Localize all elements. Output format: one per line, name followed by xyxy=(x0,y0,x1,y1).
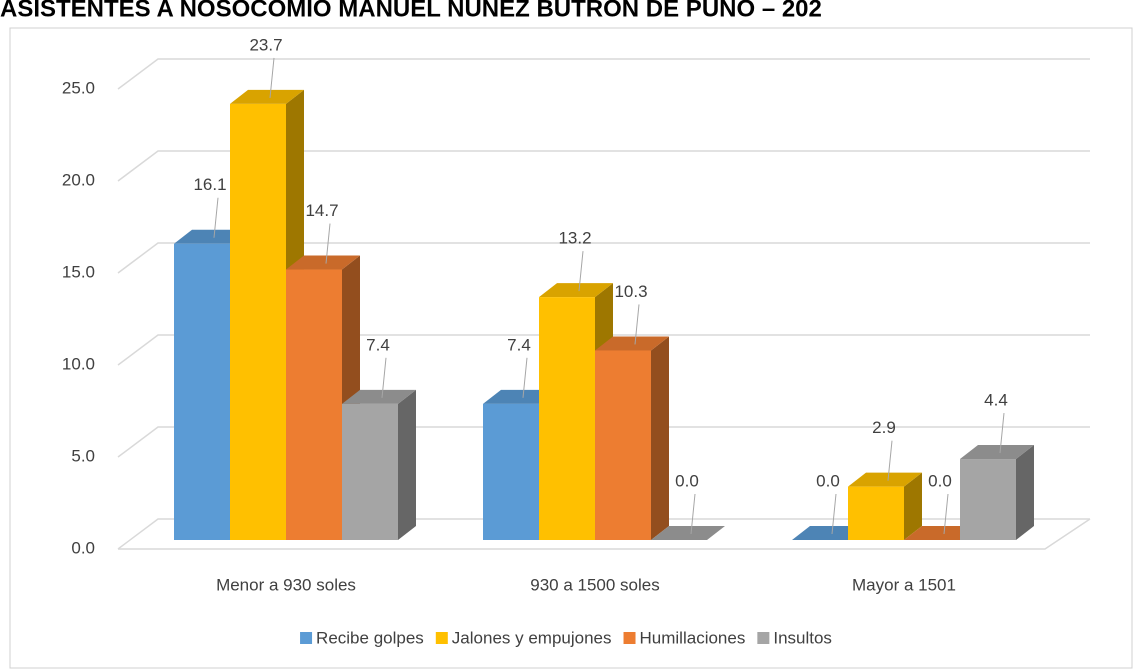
bar-top xyxy=(651,526,725,540)
y-tick-label: 0.0 xyxy=(71,538,95,557)
x-tick-label: 930 a 1500 soles xyxy=(530,575,660,594)
leader-line xyxy=(269,57,275,98)
bar-top xyxy=(539,283,613,298)
leader-line xyxy=(999,412,1005,454)
bar-front xyxy=(960,459,1016,540)
bar xyxy=(904,526,978,540)
value-label: 4.4 xyxy=(984,391,1008,410)
value-label: 10.3 xyxy=(614,282,647,301)
leader-line xyxy=(381,357,387,398)
value-label: 23.7 xyxy=(249,35,282,54)
leader-line xyxy=(887,440,893,481)
legend-swatch xyxy=(757,632,770,644)
legend-label: Humillaciones xyxy=(640,628,746,647)
bar-front xyxy=(286,269,342,540)
bar-top xyxy=(174,229,248,244)
grid-line xyxy=(117,518,1090,550)
value-label: 13.2 xyxy=(558,229,591,248)
grid-line xyxy=(117,426,1090,458)
value-label: 7.4 xyxy=(507,335,531,354)
bar-side xyxy=(651,336,669,540)
bar-front xyxy=(230,103,286,541)
floor xyxy=(118,518,1091,550)
bar-front xyxy=(342,403,398,540)
bar-front xyxy=(483,403,539,540)
value-label: 14.7 xyxy=(305,201,338,220)
y-tick-label: 10.0 xyxy=(62,354,95,373)
leader-line xyxy=(578,251,584,292)
bar xyxy=(651,526,725,540)
value-label: 2.9 xyxy=(872,418,896,437)
bar-front xyxy=(595,350,651,540)
grid-line xyxy=(117,58,1090,90)
bar xyxy=(342,389,416,540)
value-label: 7.4 xyxy=(366,335,390,354)
bar-side xyxy=(1016,445,1034,540)
bar-front xyxy=(539,297,595,540)
bar xyxy=(595,336,669,540)
legend-swatch xyxy=(300,632,313,644)
bar-top xyxy=(595,336,669,351)
bar xyxy=(848,472,922,540)
leader-line xyxy=(634,304,640,345)
bar-side xyxy=(398,389,416,540)
y-tick-label: 25.0 xyxy=(62,78,95,97)
bar-top xyxy=(848,472,922,487)
legend-label: Insultos xyxy=(773,628,832,647)
grid-line xyxy=(117,242,1090,274)
bar-top xyxy=(230,89,304,104)
bar-top xyxy=(792,526,866,540)
y-tick-label: 20.0 xyxy=(62,170,95,189)
leader-line xyxy=(522,357,528,398)
bar-top xyxy=(483,389,557,404)
grid-line xyxy=(117,334,1090,366)
leader-line xyxy=(213,197,219,238)
bar-front xyxy=(848,486,904,540)
bar-top xyxy=(342,389,416,404)
bar-top xyxy=(286,255,360,270)
leader-line xyxy=(325,223,331,264)
y-tick-label: 15.0 xyxy=(62,262,95,281)
x-tick-label: Mayor a 1501 xyxy=(852,575,956,594)
legend-label: Jalones y empujones xyxy=(452,628,612,647)
bar xyxy=(792,526,866,540)
chart-title: ASISTENTES A NOSOCOMIO MANUEL NUÑEZ BUTR… xyxy=(0,0,822,22)
y-tick-label: 5.0 xyxy=(71,446,95,465)
value-label: 0.0 xyxy=(816,471,840,490)
bar-top xyxy=(960,445,1034,460)
bar xyxy=(960,445,1034,540)
x-tick-label: Menor a 930 soles xyxy=(216,575,356,594)
value-label: 0.0 xyxy=(675,471,699,490)
leader-line xyxy=(943,493,949,535)
legend-swatch xyxy=(623,632,636,644)
leader-line xyxy=(690,493,696,535)
grid-line xyxy=(117,150,1090,182)
value-label: 0.0 xyxy=(928,471,952,490)
legend-label: Recibe golpes xyxy=(316,628,424,647)
bar-side xyxy=(904,472,922,540)
legend-swatch xyxy=(435,632,448,644)
leader-line xyxy=(831,493,837,535)
value-label: 16.1 xyxy=(193,175,226,194)
bar-top xyxy=(904,526,978,540)
bar-front xyxy=(174,243,230,540)
